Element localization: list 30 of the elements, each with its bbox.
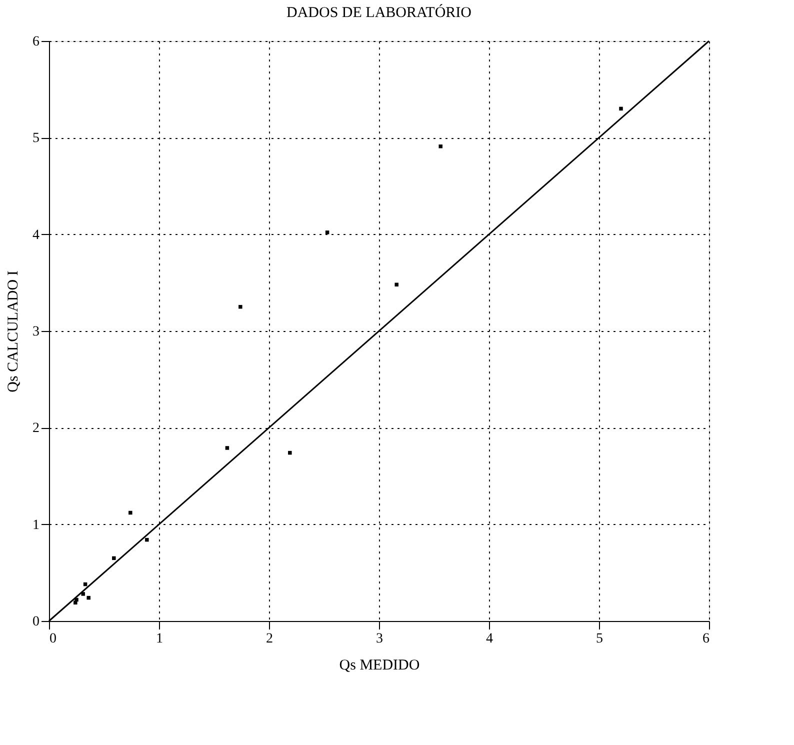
x-axis-title: Qs MEDIDO — [339, 658, 420, 674]
y-tick-label: 0 — [32, 614, 40, 630]
point — [74, 600, 78, 605]
point — [619, 106, 623, 111]
y-tick-label: 3 — [32, 324, 40, 340]
x-tick-label: 6 — [702, 632, 710, 646]
point — [225, 446, 230, 450]
point — [325, 230, 330, 234]
y-tick-label: 4 — [32, 228, 40, 243]
x-tick-label: 0 — [50, 632, 56, 646]
point — [145, 538, 149, 542]
y-tick-label: 5 — [32, 131, 40, 146]
point — [438, 144, 442, 148]
x-tick-label: 4 — [486, 632, 493, 646]
x-tick-label: 1 — [156, 632, 163, 646]
point — [394, 282, 398, 286]
point — [81, 592, 85, 596]
x-tick-label: 2 — [266, 632, 273, 646]
chart-title: DADOS DE LABORATÓRIO — [286, 4, 472, 21]
point — [238, 304, 242, 309]
y-tick-label: 1 — [32, 518, 40, 533]
point — [86, 596, 90, 600]
point — [128, 510, 132, 515]
y-axis-title: Qs CALCULADO I — [6, 270, 22, 392]
x-tick-label: 3 — [376, 632, 383, 646]
y-tick-label: 2 — [32, 421, 40, 436]
point — [112, 556, 116, 560]
y-tick-label: 6 — [32, 34, 40, 50]
x-tick-label: 5 — [596, 632, 603, 646]
point — [288, 450, 292, 455]
